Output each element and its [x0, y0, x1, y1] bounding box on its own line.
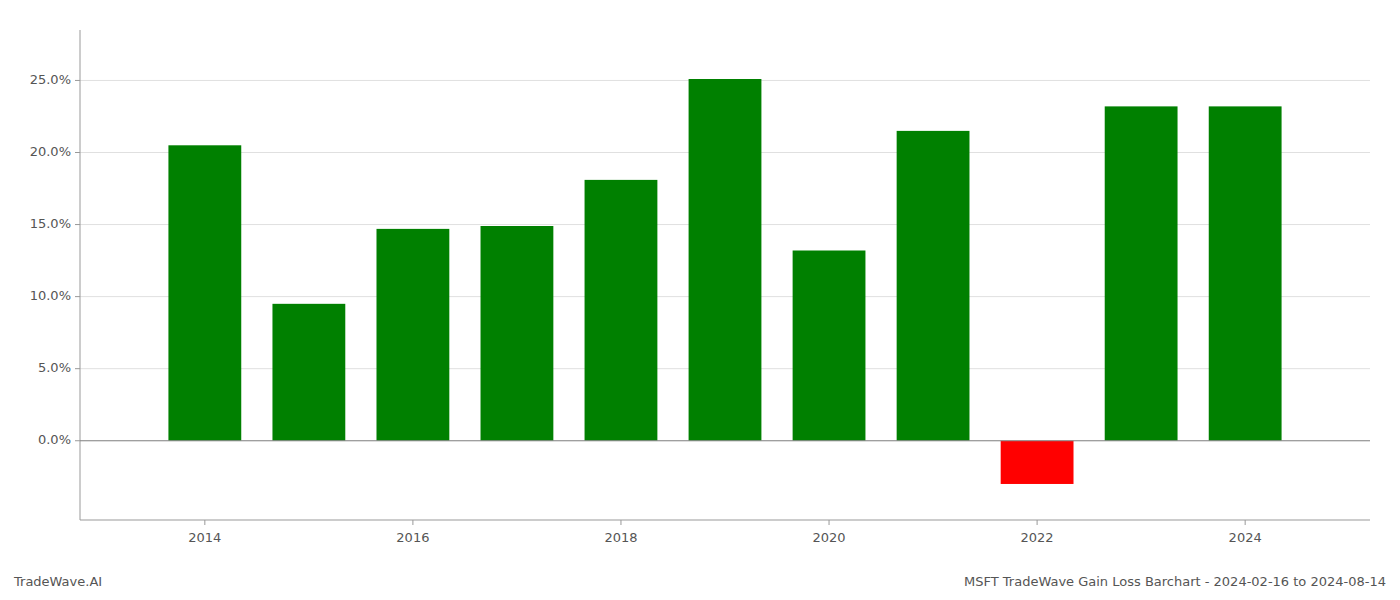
x-tick-label: 2020 — [812, 530, 845, 545]
bars — [168, 79, 1281, 484]
x-tick — [1245, 520, 1246, 525]
bar — [689, 79, 762, 441]
x-tick-label: 2014 — [188, 530, 221, 545]
x-tick-label: 2018 — [604, 530, 637, 545]
bar — [1209, 106, 1282, 440]
x-tick — [204, 520, 205, 525]
x-axis-line — [80, 520, 1370, 521]
page: {"chart_data": {"type": "bar", "title": … — [0, 0, 1400, 600]
y-axis-line — [80, 30, 81, 520]
x-tick — [829, 520, 830, 525]
y-tick-label: 25.0% — [30, 72, 71, 87]
bar — [585, 180, 658, 441]
bar — [1001, 441, 1074, 484]
bar — [481, 226, 554, 441]
x-tick-label: 2016 — [396, 530, 429, 545]
x-tick — [412, 520, 413, 525]
y-tick-label: 5.0% — [38, 360, 71, 375]
x-tick — [620, 520, 621, 525]
bar — [272, 304, 345, 441]
bar — [168, 145, 241, 440]
y-tick-label: 10.0% — [30, 288, 71, 303]
y-tick — [75, 80, 80, 81]
y-tick — [75, 440, 80, 441]
y-tick — [75, 224, 80, 225]
bar — [376, 229, 449, 441]
y-tick-label: 0.0% — [38, 432, 71, 447]
zero-line — [80, 440, 1370, 441]
title: MSFT TradeWave Gain Loss Barchart - 2024… — [964, 574, 1386, 589]
bar — [793, 251, 866, 441]
y-tick — [75, 296, 80, 297]
x-tick — [1037, 520, 1038, 525]
chart: 0.0% 5.0% 10.0% 15.0% 20.0% 25.0% 2014 2016 2018… — [0, 0, 1400, 600]
y-tick-label: 20.0% — [30, 144, 71, 159]
grid-line — [80, 440, 1370, 441]
x-ticks: 2014 2016 2018 2020 2022 2024 — [188, 520, 1261, 545]
x-tick-label: 2022 — [1021, 530, 1054, 545]
y-tick-label: 15.0% — [30, 216, 71, 231]
bar — [897, 131, 970, 441]
axes — [80, 30, 1370, 520]
y-ticks: 0.0% 5.0% 10.0% 15.0% 20.0% 25.0% — [30, 72, 80, 447]
x-tick-label: 2024 — [1229, 530, 1262, 545]
y-tick — [75, 152, 80, 153]
bar — [1105, 106, 1178, 440]
watermark: TradeWave.AI — [13, 574, 102, 589]
y-tick — [75, 368, 80, 369]
